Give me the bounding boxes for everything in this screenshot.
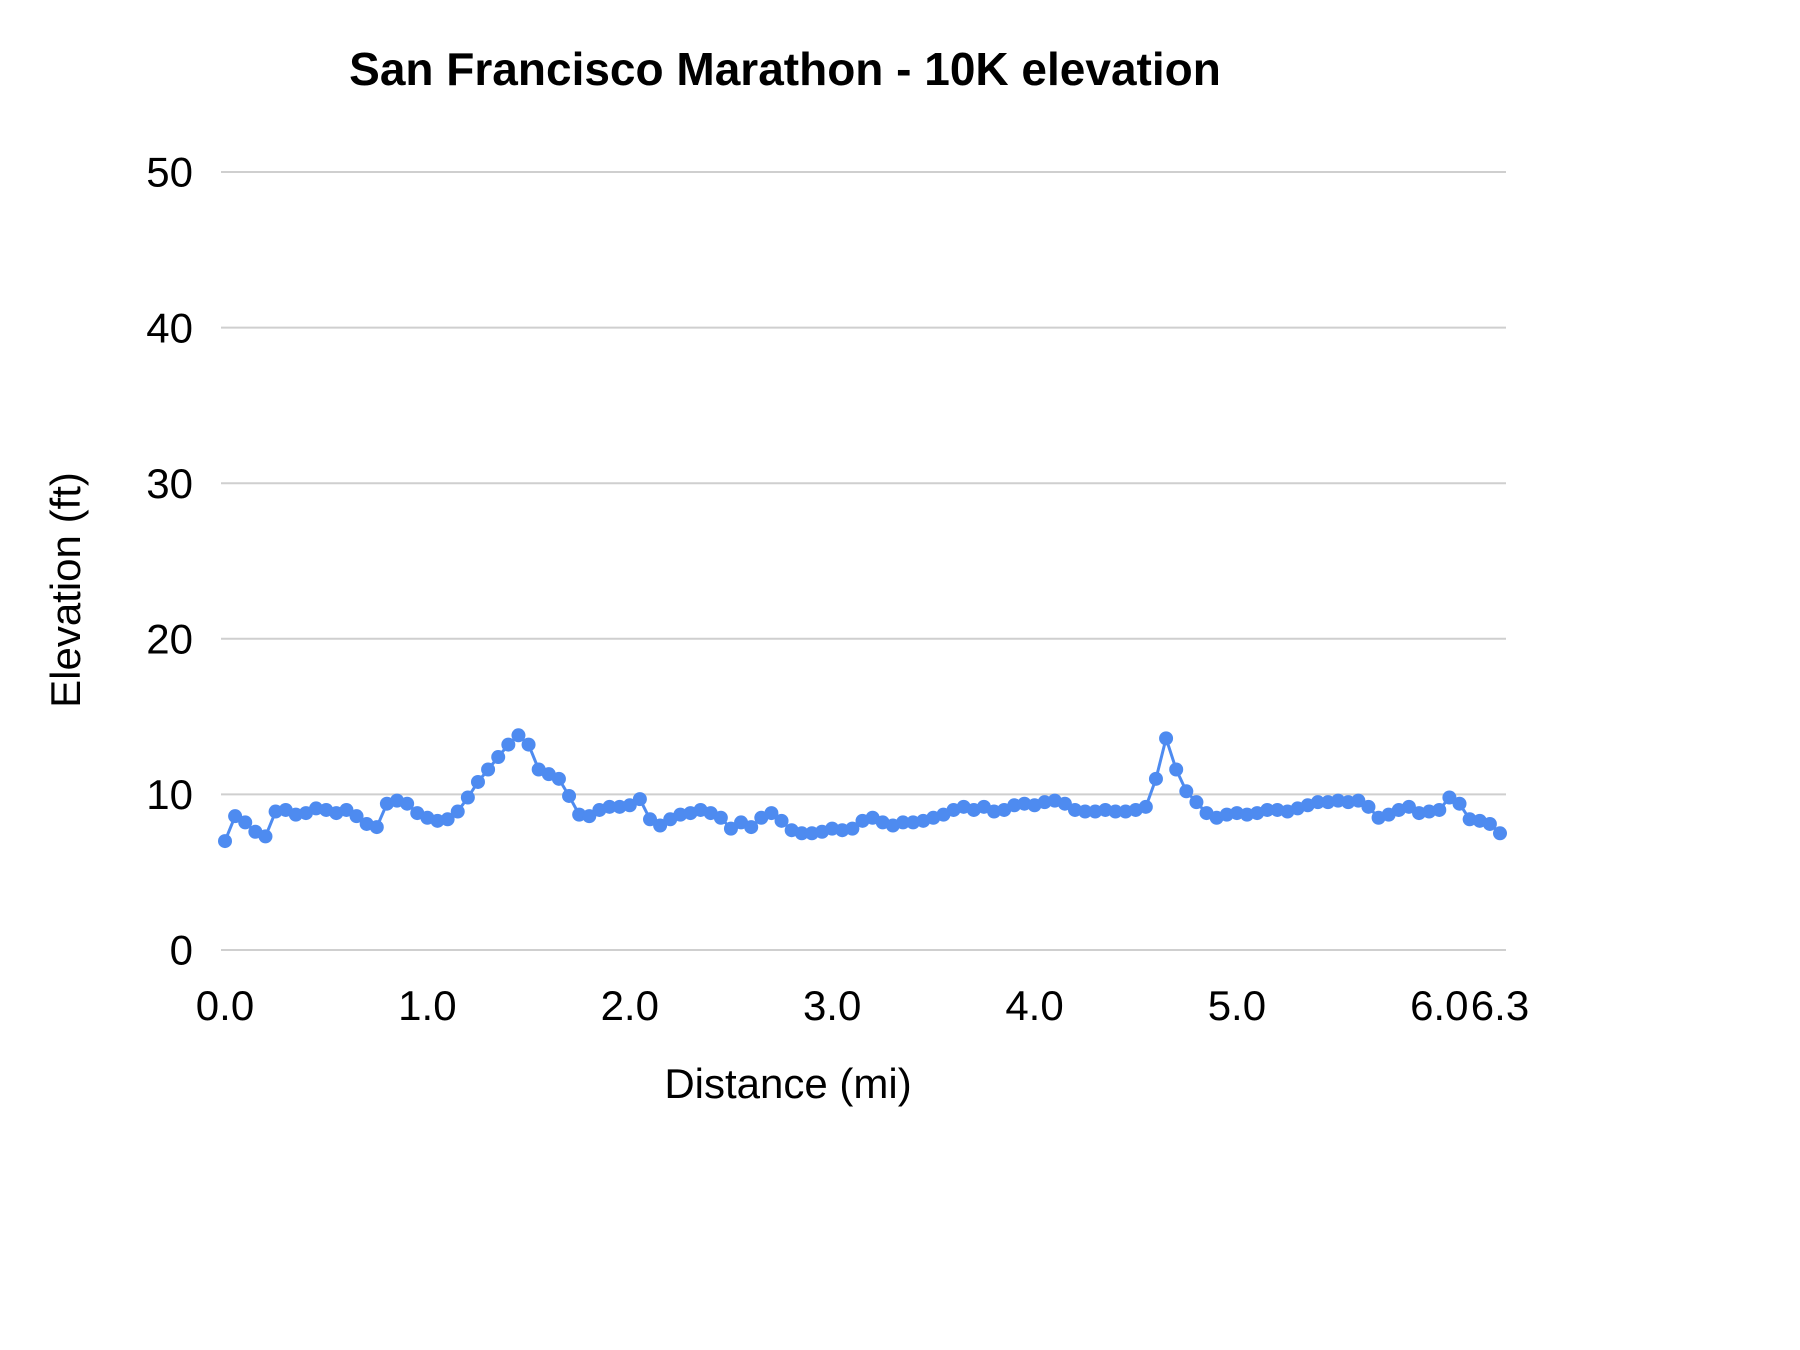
x-tick-label: 5.0 bbox=[1208, 982, 1266, 1029]
data-point bbox=[460, 790, 475, 805]
data-point bbox=[511, 728, 526, 743]
data-point bbox=[794, 826, 809, 841]
data-point bbox=[1361, 799, 1376, 814]
data-point bbox=[1159, 731, 1174, 746]
data-point bbox=[258, 829, 273, 844]
x-tick-label: 4.0 bbox=[1005, 982, 1063, 1029]
y-tick-label: 20 bbox=[146, 616, 193, 663]
data-point bbox=[582, 809, 597, 824]
data-point bbox=[1452, 796, 1467, 811]
data-point bbox=[632, 792, 647, 807]
x-tick-label: 2.0 bbox=[601, 982, 659, 1029]
data-point bbox=[1260, 802, 1275, 817]
data-point bbox=[1138, 799, 1153, 814]
chart-title: San Francisco Marathon - 10K elevation bbox=[349, 43, 1221, 95]
data-point bbox=[1189, 795, 1204, 810]
data-point bbox=[764, 806, 779, 821]
data-point bbox=[481, 762, 496, 777]
data-point bbox=[744, 820, 759, 835]
data-point bbox=[400, 796, 415, 811]
data-point bbox=[551, 771, 566, 786]
data-point bbox=[1148, 771, 1163, 786]
data-point bbox=[1310, 795, 1325, 810]
x-tick-label: 3.0 bbox=[803, 982, 861, 1029]
y-tick-label: 0 bbox=[170, 927, 193, 974]
x-tick-label: 1.0 bbox=[398, 982, 456, 1029]
data-point bbox=[339, 802, 354, 817]
data-point bbox=[228, 809, 243, 824]
data-point bbox=[1442, 790, 1457, 805]
data-point bbox=[521, 737, 536, 752]
y-axis-title: Elevation (ft) bbox=[42, 472, 89, 708]
data-point bbox=[218, 834, 232, 849]
data-point bbox=[1401, 799, 1416, 814]
data-point bbox=[1179, 784, 1194, 799]
data-point bbox=[1493, 826, 1507, 841]
data-point bbox=[501, 737, 516, 752]
data-point bbox=[1482, 816, 1497, 831]
data-point bbox=[562, 788, 577, 803]
data-point bbox=[1432, 802, 1447, 817]
x-tick-label: 6.3 bbox=[1471, 982, 1529, 1029]
data-point bbox=[1351, 793, 1366, 808]
data-point bbox=[491, 750, 506, 765]
data-point bbox=[349, 809, 364, 824]
data-point bbox=[895, 815, 910, 830]
y-tick-label: 40 bbox=[146, 304, 193, 351]
y-tick-label: 10 bbox=[146, 771, 193, 818]
data-point bbox=[470, 774, 485, 789]
data-point bbox=[1078, 804, 1093, 819]
x-axis-title: Distance (mi) bbox=[664, 1060, 912, 1107]
data-point bbox=[450, 804, 465, 819]
data-point bbox=[713, 810, 728, 825]
data-point bbox=[723, 821, 738, 836]
data-point bbox=[602, 799, 617, 814]
data-point bbox=[845, 821, 860, 836]
data-point bbox=[774, 813, 789, 828]
y-tick-label: 50 bbox=[146, 149, 193, 196]
data-point bbox=[622, 798, 637, 813]
data-point bbox=[643, 812, 657, 827]
x-tick-label: 0.0 bbox=[196, 982, 254, 1029]
data-point bbox=[440, 812, 455, 827]
data-point bbox=[1057, 796, 1072, 811]
data-point bbox=[653, 818, 668, 833]
data-point bbox=[238, 815, 253, 830]
data-point bbox=[369, 820, 384, 835]
x-tick-label: 6.0 bbox=[1410, 982, 1468, 1029]
y-tick-label: 30 bbox=[146, 460, 193, 507]
data-point bbox=[1108, 804, 1123, 819]
data-point bbox=[1169, 762, 1184, 777]
